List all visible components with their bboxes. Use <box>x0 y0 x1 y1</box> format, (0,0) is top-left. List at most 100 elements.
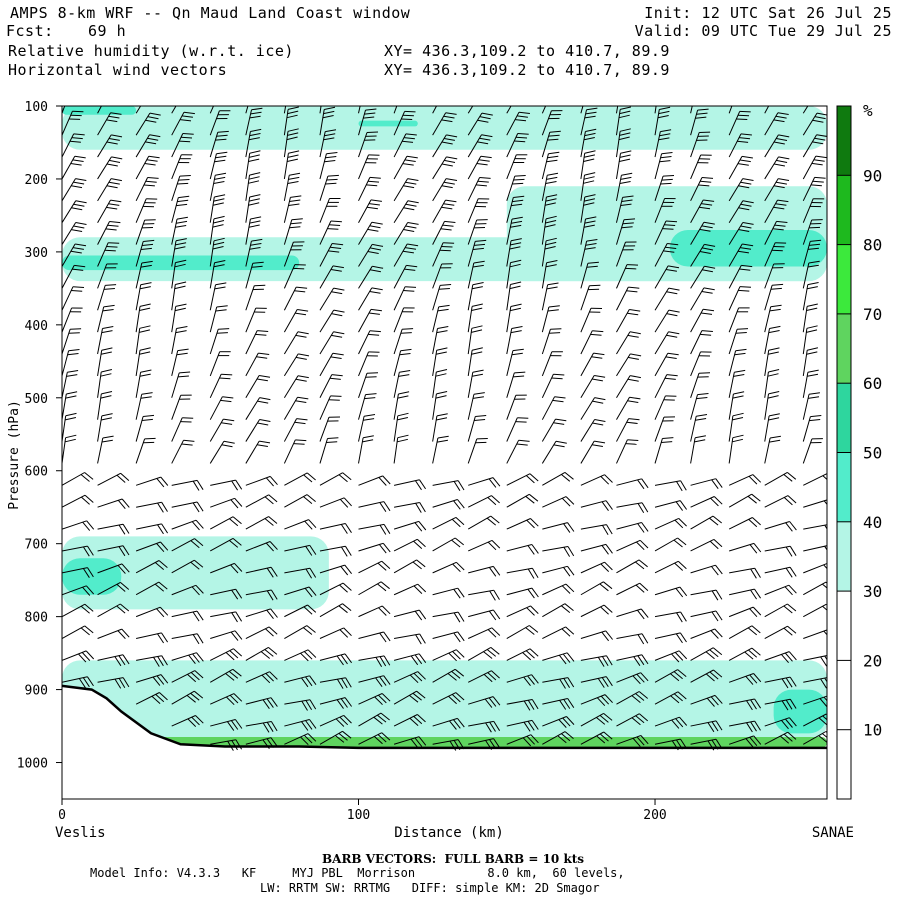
wind-barb <box>62 567 94 578</box>
colorbar: 10 20 30 40 50 60 70 80 90% <box>836 101 882 800</box>
wind-barb <box>319 714 352 727</box>
wind-barb <box>97 347 113 376</box>
colorbar-swatch <box>837 452 851 522</box>
wind-barb <box>506 259 522 289</box>
wind-barb <box>393 538 426 552</box>
wind-barb <box>467 670 500 683</box>
wind-barb <box>764 325 781 355</box>
wind-barb <box>358 605 391 618</box>
x-left-location: Veslis <box>55 825 106 841</box>
wind-barb <box>728 106 733 114</box>
wind-barb <box>358 712 390 727</box>
wind-barb <box>319 198 341 223</box>
wind-barb <box>802 392 820 420</box>
wind-barb <box>62 412 77 442</box>
wind-barb <box>506 133 529 158</box>
wind-barb <box>506 326 523 355</box>
wind-barb <box>283 241 305 267</box>
wind-barb <box>135 581 168 596</box>
wind-barb <box>171 281 187 311</box>
wind-barb <box>802 239 822 267</box>
model-info-line2: LW: RRTM SW: RRTMG DIFF: simple KM: 2D S… <box>260 881 600 895</box>
wind-barb <box>62 307 83 333</box>
wind-barb <box>245 352 270 377</box>
wind-barb <box>319 309 345 333</box>
wind-barb <box>319 152 338 180</box>
wind-barb <box>393 200 419 223</box>
wind-barb <box>358 108 377 136</box>
wind-barb <box>97 628 130 640</box>
wind-barb <box>506 195 525 223</box>
wind-barb <box>728 606 762 618</box>
wind-barb <box>506 303 522 333</box>
wind-barb <box>690 669 723 683</box>
wind-barb <box>393 714 426 727</box>
wind-barb <box>690 538 723 552</box>
wind-barb <box>580 655 613 667</box>
wind-barb <box>616 331 641 355</box>
wind-barb <box>690 515 723 530</box>
wind-barb <box>729 542 762 554</box>
wind-barb <box>319 416 341 442</box>
wind-barb <box>690 243 716 267</box>
wind-barb <box>135 541 169 553</box>
wind-barb <box>467 106 474 114</box>
wind-barb <box>616 713 649 727</box>
wind-barb <box>803 655 827 667</box>
wind-barb <box>802 198 825 223</box>
wind-barb <box>62 328 82 355</box>
wind-barb <box>245 541 278 552</box>
wind-barb <box>802 134 827 158</box>
wind-barb <box>506 106 512 114</box>
wind-barb <box>432 391 448 420</box>
wind-barb <box>393 434 409 464</box>
wind-barb <box>319 697 353 709</box>
wind-barb <box>283 264 306 289</box>
wind-barb <box>803 524 827 530</box>
wind-barb <box>283 195 302 223</box>
wind-barb <box>764 199 789 223</box>
wind-barb <box>580 500 613 511</box>
wind-barb <box>467 495 500 508</box>
wind-barb <box>506 518 539 530</box>
wind-barb <box>432 199 457 223</box>
wind-barb <box>97 199 122 223</box>
wind-barb <box>245 172 261 201</box>
wind-barb <box>729 588 762 600</box>
wind-barb <box>97 106 102 114</box>
wind-barb <box>654 265 680 289</box>
wind-barb <box>616 353 642 377</box>
wind-barb <box>283 309 309 333</box>
wind-barb <box>358 372 379 398</box>
wind-barb <box>245 737 278 749</box>
wind-barb <box>728 110 751 136</box>
forecast-label: Fcst: <box>6 22 54 40</box>
wind-barb <box>135 674 169 686</box>
wind-barb <box>764 676 797 689</box>
wind-barb <box>209 418 235 442</box>
wind-barb <box>690 628 723 639</box>
wind-barb <box>432 369 448 398</box>
wind-barb <box>764 178 790 202</box>
wind-barb <box>209 110 231 136</box>
wind-barb <box>432 156 458 180</box>
wind-barb <box>654 331 680 355</box>
field-wind-xy: XY= 436.3,109.2 to 410.7, 89.9 <box>384 61 670 79</box>
wind-barb <box>764 698 797 711</box>
wind-barb <box>283 106 299 136</box>
wind-barb <box>803 562 827 574</box>
wind-barb <box>616 241 637 267</box>
wind-barb <box>283 150 300 180</box>
wind-barb <box>467 515 500 530</box>
wind-barb <box>580 307 603 333</box>
wind-barb <box>62 110 84 136</box>
wind-barb <box>171 216 188 245</box>
wind-barb <box>580 284 601 311</box>
wind-barb <box>358 581 390 596</box>
wind-barb <box>542 698 575 710</box>
wind-barb <box>580 419 606 442</box>
wind-barb <box>97 242 120 267</box>
wind-barb <box>728 222 754 245</box>
wind-barb <box>580 524 613 535</box>
wind-barb <box>245 646 278 661</box>
